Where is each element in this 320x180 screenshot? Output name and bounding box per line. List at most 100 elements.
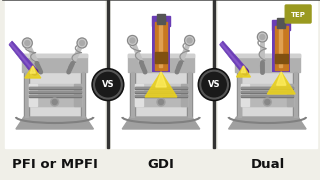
- Circle shape: [32, 69, 38, 75]
- Circle shape: [198, 69, 230, 101]
- Circle shape: [187, 38, 192, 43]
- Bar: [29, 95, 81, 97]
- Bar: [25, 72, 28, 117]
- Circle shape: [158, 100, 164, 105]
- Bar: [235, 54, 300, 57]
- Text: VS: VS: [208, 80, 220, 89]
- Polygon shape: [25, 66, 41, 78]
- Circle shape: [94, 71, 122, 99]
- Circle shape: [25, 40, 30, 46]
- Bar: [81, 72, 85, 117]
- Bar: [242, 98, 293, 106]
- Bar: [5, 0, 104, 148]
- Bar: [242, 87, 293, 88]
- Bar: [24, 72, 29, 117]
- Circle shape: [185, 35, 195, 46]
- Bar: [29, 84, 36, 106]
- Bar: [213, 0, 215, 148]
- Bar: [287, 84, 293, 106]
- Bar: [237, 72, 241, 117]
- Polygon shape: [16, 117, 93, 129]
- Circle shape: [52, 100, 57, 105]
- Bar: [157, 18, 165, 24]
- Text: GDI: GDI: [148, 159, 174, 172]
- Circle shape: [51, 98, 59, 106]
- Circle shape: [127, 35, 137, 46]
- Bar: [107, 0, 109, 148]
- Bar: [275, 54, 288, 63]
- Bar: [29, 87, 81, 88]
- Bar: [29, 91, 81, 93]
- Bar: [279, 27, 282, 67]
- Bar: [29, 91, 81, 92]
- Bar: [242, 87, 293, 89]
- Bar: [187, 72, 192, 117]
- Bar: [135, 84, 187, 106]
- Bar: [242, 91, 293, 92]
- Bar: [29, 95, 81, 96]
- Polygon shape: [156, 72, 166, 87]
- Bar: [272, 24, 290, 72]
- Circle shape: [80, 40, 84, 46]
- Bar: [242, 72, 293, 117]
- Bar: [22, 54, 87, 57]
- Bar: [277, 18, 285, 26]
- Circle shape: [265, 100, 270, 105]
- Bar: [235, 54, 300, 72]
- Circle shape: [130, 38, 135, 43]
- Bar: [128, 54, 194, 57]
- Bar: [29, 87, 81, 89]
- Bar: [293, 72, 298, 117]
- Polygon shape: [30, 66, 36, 73]
- Circle shape: [257, 32, 267, 42]
- Bar: [294, 72, 297, 117]
- Text: PFI or MPFI: PFI or MPFI: [12, 159, 97, 172]
- Polygon shape: [10, 43, 35, 73]
- Bar: [130, 72, 135, 117]
- Bar: [135, 91, 187, 92]
- Bar: [277, 22, 285, 28]
- Bar: [242, 95, 293, 97]
- Bar: [135, 87, 187, 88]
- Bar: [242, 84, 293, 106]
- Bar: [128, 54, 194, 72]
- Bar: [272, 20, 290, 30]
- Bar: [275, 26, 288, 70]
- FancyBboxPatch shape: [285, 5, 311, 23]
- Bar: [135, 98, 187, 106]
- Polygon shape: [220, 41, 248, 75]
- Bar: [181, 84, 187, 106]
- Circle shape: [92, 69, 124, 101]
- Polygon shape: [220, 43, 246, 73]
- Circle shape: [200, 71, 228, 99]
- Bar: [242, 91, 293, 93]
- Polygon shape: [276, 72, 286, 85]
- Polygon shape: [122, 117, 200, 129]
- Bar: [159, 23, 162, 67]
- Polygon shape: [236, 66, 251, 77]
- Bar: [29, 98, 81, 106]
- Polygon shape: [9, 41, 37, 75]
- Bar: [29, 72, 81, 117]
- Polygon shape: [267, 72, 295, 94]
- Bar: [155, 52, 167, 63]
- Text: TEP: TEP: [291, 12, 306, 18]
- Bar: [131, 72, 134, 117]
- Polygon shape: [228, 117, 306, 129]
- Bar: [135, 95, 187, 97]
- Bar: [74, 84, 81, 106]
- Circle shape: [260, 35, 265, 39]
- Circle shape: [263, 98, 271, 106]
- Bar: [236, 72, 242, 117]
- Bar: [22, 54, 87, 72]
- Bar: [157, 14, 165, 22]
- Bar: [188, 72, 191, 117]
- Circle shape: [22, 38, 32, 48]
- Bar: [242, 84, 249, 106]
- Bar: [82, 72, 84, 117]
- Bar: [135, 87, 187, 89]
- Bar: [218, 0, 317, 148]
- Bar: [29, 84, 81, 106]
- Circle shape: [243, 69, 248, 75]
- Text: Dual: Dual: [251, 159, 285, 172]
